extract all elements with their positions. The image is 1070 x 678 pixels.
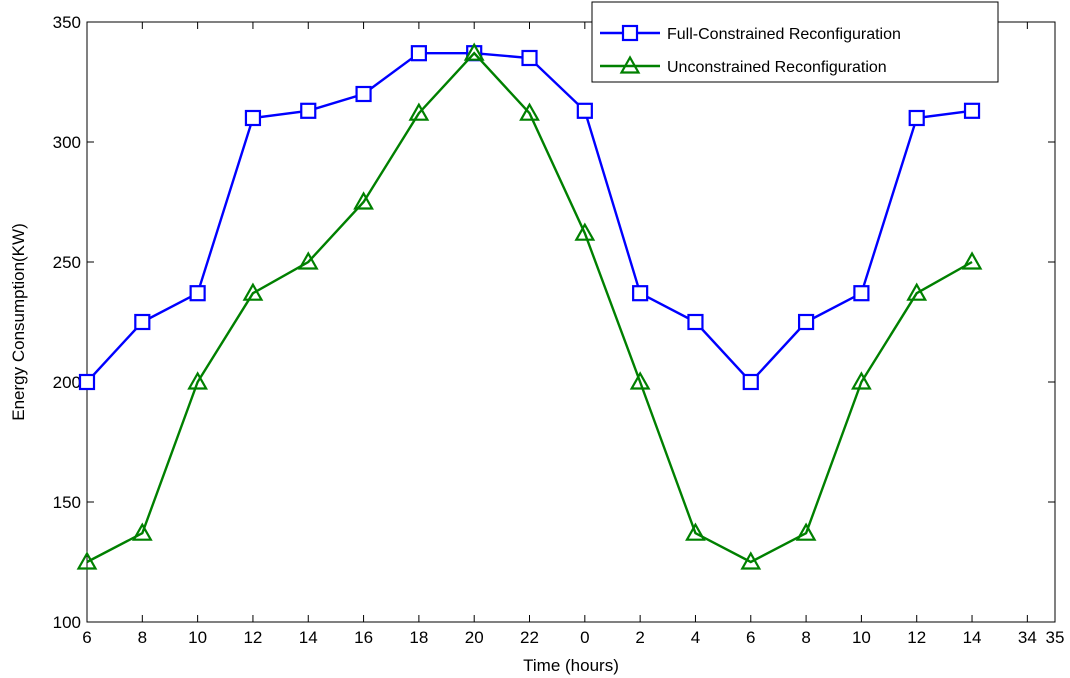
y-tick-label: 350: [53, 13, 81, 32]
legend-box: [591, 1, 999, 83]
data-point-marker: [353, 191, 374, 210]
data-point-marker: [408, 102, 430, 121]
x-tick-label: 18: [409, 628, 428, 647]
x-tick-label: 20: [465, 628, 484, 647]
data-point-marker: [187, 371, 209, 390]
data-point-marker: [795, 522, 817, 541]
x-tick-label: 12: [907, 628, 926, 647]
x-tick-label: 8: [138, 628, 147, 647]
y-tick-label: 300: [53, 133, 81, 152]
data-point-marker: [355, 85, 372, 103]
data-point-marker: [629, 371, 651, 390]
x-tick-label: 16: [354, 628, 373, 647]
data-point-marker: [853, 285, 870, 302]
x-tick-label: 0: [580, 628, 589, 647]
x-tick-label: 14: [963, 628, 982, 647]
y-tick-label: 250: [53, 253, 81, 272]
y-tick-label: 150: [53, 493, 81, 512]
data-point-marker: [300, 102, 317, 119]
legend-marker: [619, 55, 641, 74]
data-point-marker: [297, 251, 319, 270]
data-point-marker: [242, 282, 264, 301]
x-tick-label: 14: [299, 628, 318, 647]
y-tick-label: 200: [53, 373, 81, 392]
x-tick-label: 22: [520, 628, 539, 647]
x-tick-label: 4: [691, 628, 700, 647]
x-tick-label: 10: [852, 628, 871, 647]
data-point-marker: [244, 109, 262, 127]
data-point-marker: [851, 371, 872, 390]
x-tick-label: 6: [82, 628, 91, 647]
data-point-marker: [906, 282, 928, 301]
series-2: [76, 42, 983, 570]
legend-label: Unconstrained Reconfiguration: [667, 59, 887, 76]
data-point-marker: [740, 551, 762, 570]
x-tick-label: 8: [801, 628, 810, 647]
data-point-marker: [131, 522, 153, 541]
x-axis-title: Time (hours): [523, 656, 619, 675]
data-point-marker: [410, 45, 427, 62]
data-point-marker: [189, 285, 206, 302]
series-layer: [76, 42, 983, 570]
x-tick-label: 10: [188, 628, 207, 647]
legend: Full-Constrained Reconfiguration Unconstr…: [591, 1, 999, 83]
legend-marker: [621, 24, 639, 42]
data-point-marker: [576, 102, 593, 119]
data-point-marker: [519, 102, 540, 121]
data-point-marker: [797, 313, 815, 331]
x-tick-label: 2: [635, 628, 644, 647]
legend-label: Full-Constrained Reconfiguration: [667, 26, 901, 43]
data-point-marker: [742, 373, 759, 391]
data-point-marker: [908, 109, 925, 127]
data-point-marker: [521, 49, 538, 67]
series-1: [78, 45, 981, 391]
x-tick-label: 34: [1018, 628, 1037, 647]
x-tick-label: 35: [1046, 628, 1065, 647]
data-point-marker: [687, 313, 704, 331]
x-tick-label: 6: [746, 628, 755, 647]
series-line: [86, 51, 973, 564]
data-point-marker: [632, 285, 649, 302]
y-tick-label: 100: [53, 613, 81, 632]
data-point-marker: [685, 522, 706, 541]
data-point-marker: [134, 313, 151, 331]
data-point-marker: [76, 551, 98, 570]
legend-items: Full-Constrained Reconfiguration Unconstr…: [600, 24, 901, 76]
ticks-layer: 6 8 10 12 14 16 18 20 22 0 2 4 6 8 10 12 14 34 35 100 150 200…: [53, 13, 1065, 647]
data-point-marker: [574, 222, 596, 241]
data-point-marker: [963, 102, 981, 119]
data-point-marker: [463, 42, 485, 61]
data-point-marker: [78, 373, 96, 391]
data-point-marker: [961, 251, 983, 270]
x-tick-label: 12: [243, 628, 262, 647]
y-axis-title: Energy Consumption(KW): [9, 223, 28, 420]
